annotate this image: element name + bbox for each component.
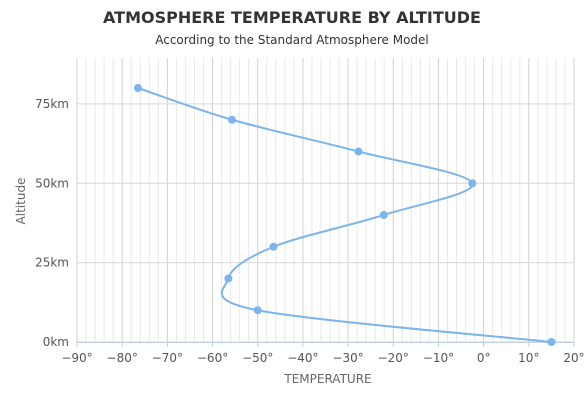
y-tick-label: 75km: [35, 97, 69, 111]
y-grid: [77, 103, 574, 343]
y-axis: 0km 25km 50km 75km: [35, 97, 69, 349]
y-tick-label: 25km: [35, 256, 69, 270]
data-point: [227, 115, 236, 124]
x-tick-label: −10°: [423, 351, 454, 365]
chart-title: ATMOSPHERE TEMPERATURE BY ALTITUDE: [103, 8, 481, 27]
x-tick-label: 10°: [518, 351, 539, 365]
x-tick-label: −20°: [378, 351, 409, 365]
data-point: [354, 147, 363, 156]
x-tick-label: −60°: [197, 351, 228, 365]
x-tick-label: −30°: [332, 351, 363, 365]
x-axis-title: TEMPERATURE: [283, 372, 371, 386]
x-tick-label: −40°: [287, 351, 318, 365]
data-point: [133, 84, 142, 92]
series-group: [133, 84, 556, 346]
data-point: [224, 274, 233, 283]
data-point: [468, 179, 477, 188]
series-line: [137, 87, 552, 343]
data-point: [269, 242, 278, 251]
x-tick-label: −80°: [107, 351, 138, 365]
x-axis: −90° −80° −70° −60° −50° −40° −30° −20° −10° 0° 10…: [61, 342, 584, 365]
x-tick-label: 20°: [563, 351, 584, 365]
data-point: [379, 211, 388, 219]
data-point: [547, 338, 556, 346]
x-tick-label: −50°: [242, 351, 273, 365]
chart-subtitle: According to the Standard Atmosphere Mod…: [155, 33, 429, 47]
y-tick-label: 0km: [43, 335, 69, 349]
x-tick-label: −90°: [61, 351, 92, 365]
y-axis-title: Altitude: [14, 178, 28, 225]
x-tick-label: −70°: [152, 351, 183, 365]
data-point: [253, 306, 262, 315]
x-grid: [76, 58, 575, 342]
y-tick-label: 50km: [35, 176, 69, 190]
x-tick-label: 0°: [477, 351, 491, 365]
